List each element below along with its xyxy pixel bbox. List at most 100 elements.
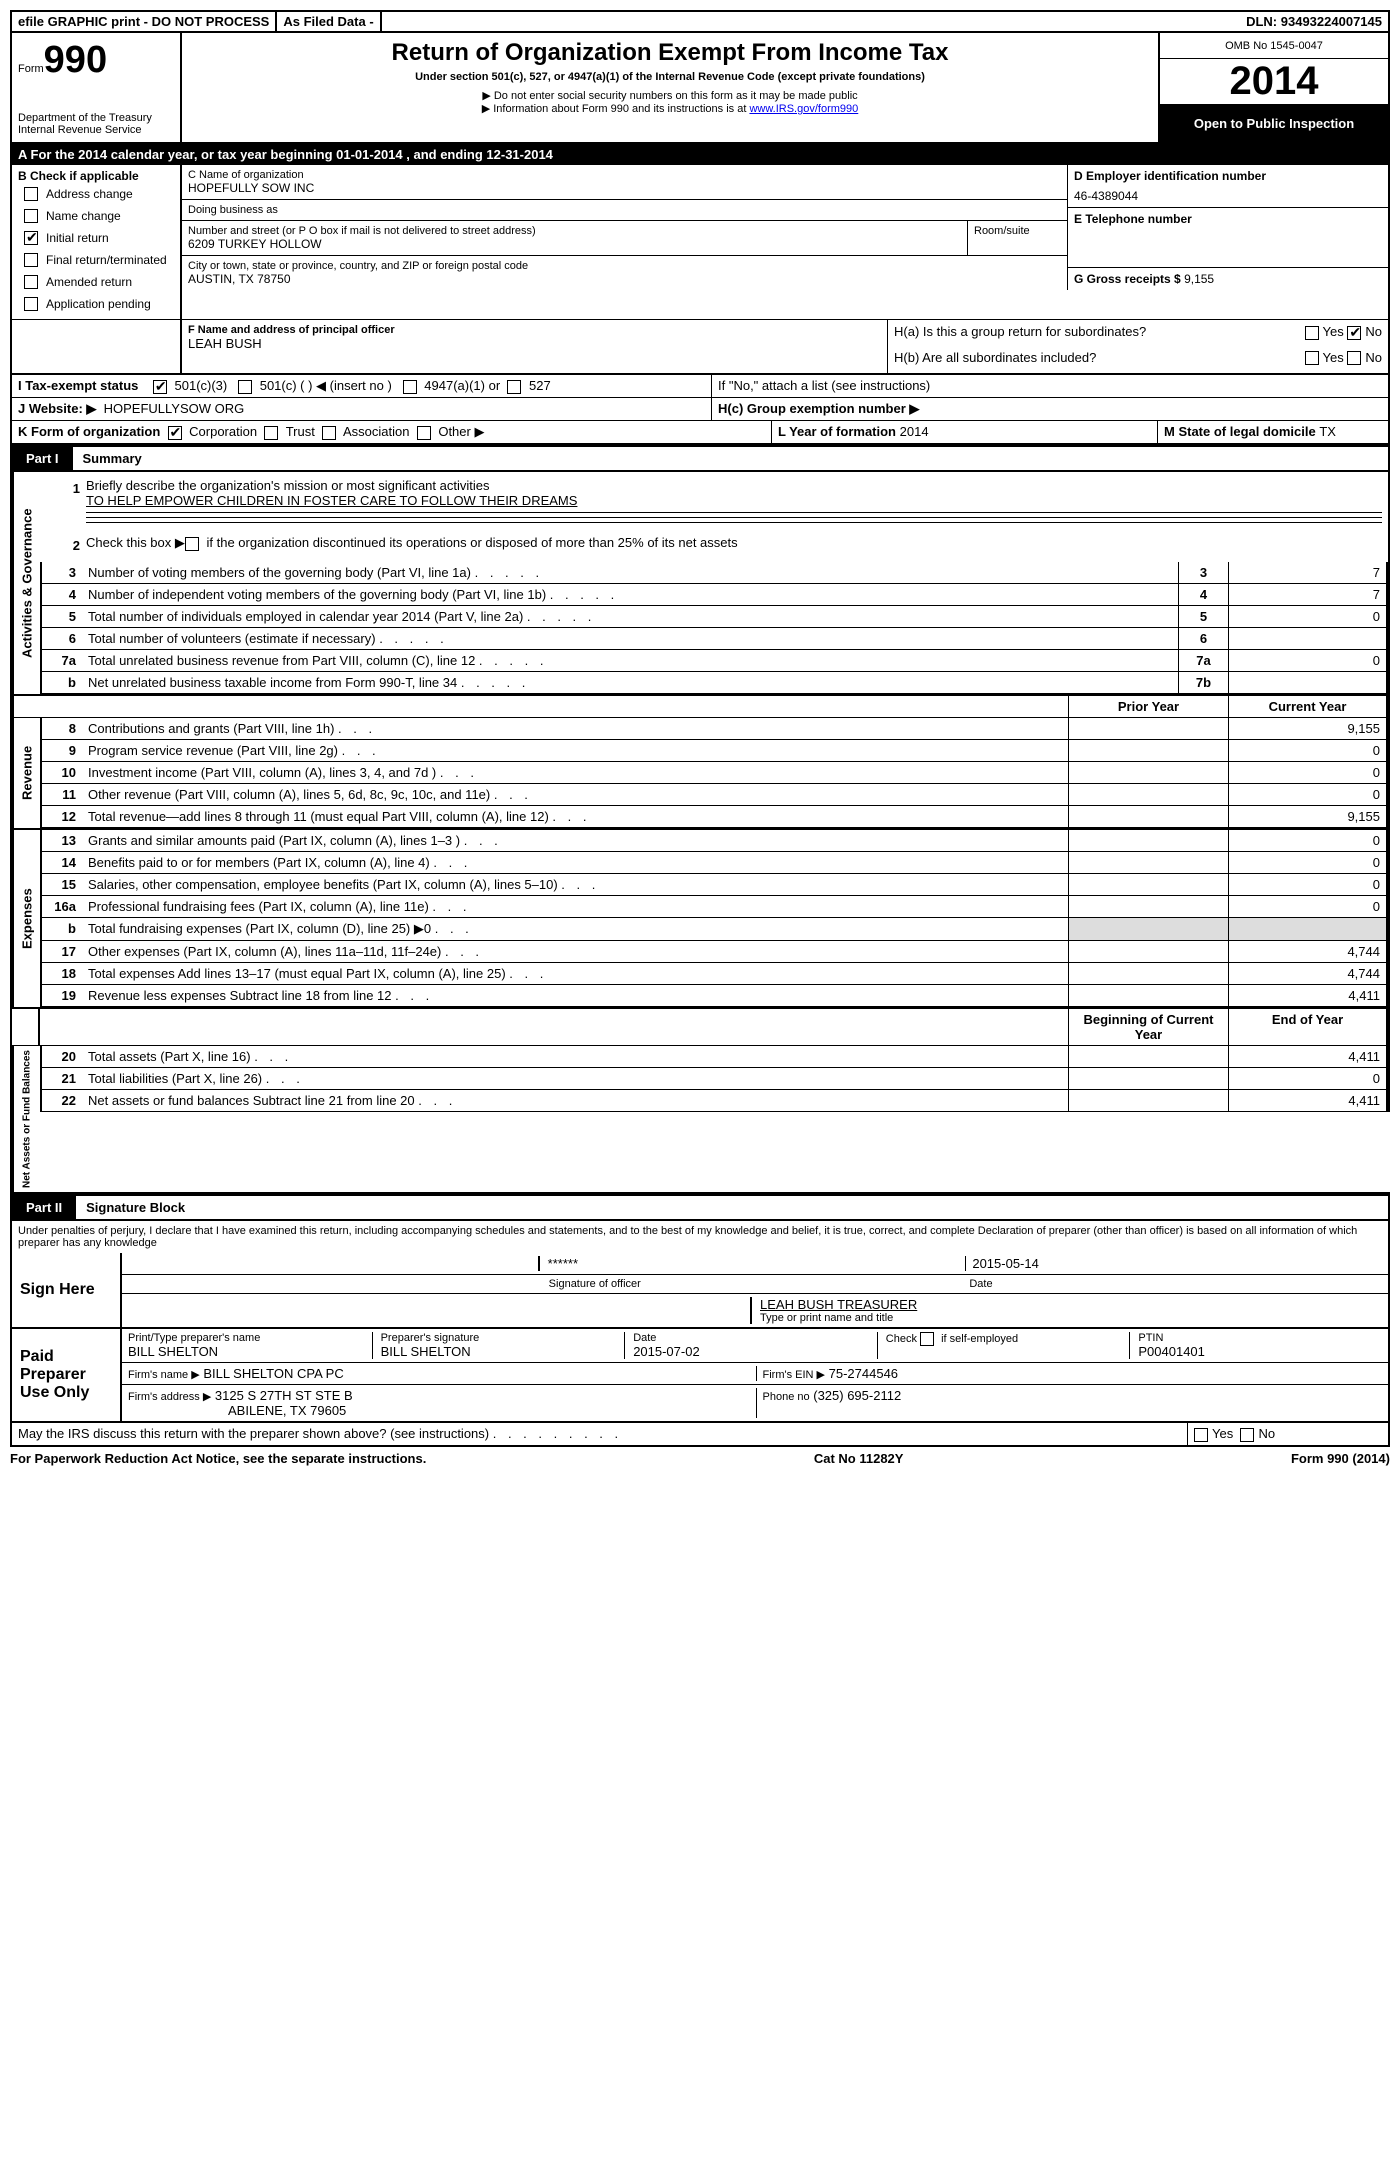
section-a: A For the 2014 calendar year, or tax yea… <box>10 144 1390 165</box>
form-number: 990 <box>44 39 107 81</box>
section-deg: D Employer identification number 46-4389… <box>1068 165 1388 319</box>
website: HOPEFULLYSOW ORG <box>104 401 245 416</box>
check-b-box[interactable] <box>24 275 38 289</box>
part2-header: Part II Signature Block <box>10 1194 1390 1221</box>
summary-row: 19 Revenue less expenses Subtract line 1… <box>40 985 1390 1007</box>
signer-name: LEAH BUSH TREASURER <box>760 1297 1382 1312</box>
hb-no-checkbox[interactable] <box>1347 351 1361 365</box>
summary-row: 11 Other revenue (Part VIII, column (A),… <box>40 784 1390 806</box>
trust-checkbox[interactable] <box>264 426 278 440</box>
header-right: OMB No 1545-0047 2014 Open to Public Ins… <box>1158 33 1388 142</box>
tax-year: 2014 <box>1160 59 1388 105</box>
expenses-section: Expenses 13 Grants and similar amounts p… <box>10 828 1390 1007</box>
exp-vlabel: Expenses <box>12 830 40 1007</box>
note1: ▶ Do not enter social security numbers o… <box>194 89 1146 102</box>
form-subtitle: Under section 501(c), 527, or 4947(a)(1)… <box>194 71 1146 83</box>
section-i: I Tax-exempt status 501(c)(3) 501(c) ( )… <box>10 375 1390 398</box>
summary-row: 18 Total expenses Add lines 13–17 (must … <box>40 963 1390 985</box>
preparer-block: Paid Preparer Use Only Print/Type prepar… <box>10 1329 1390 1423</box>
street: 6209 TURKEY HOLLOW <box>188 237 961 251</box>
assoc-checkbox[interactable] <box>322 426 336 440</box>
governance-section: Activities & Governance 1 Briefly descri… <box>10 472 1390 694</box>
efile-label: efile GRAPHIC print - DO NOT PROCESS <box>12 12 277 31</box>
sign-block: Sign Here ****** 2015-05-14 Signature of… <box>10 1253 1390 1329</box>
check-b-item: Address change <box>24 187 168 201</box>
ha-no-checkbox[interactable] <box>1347 326 1361 340</box>
summary-row: 4 Number of independent voting members o… <box>40 584 1390 606</box>
top-bar: efile GRAPHIC print - DO NOT PROCESS As … <box>10 10 1390 33</box>
officer-name: LEAH BUSH <box>188 336 881 351</box>
corp-checkbox[interactable] <box>168 426 182 440</box>
irs-link[interactable]: www.IRS.gov/form990 <box>749 103 858 115</box>
section-c: C Name of organization HOPEFULLY SOW INC… <box>182 165 1068 319</box>
501c-checkbox[interactable] <box>238 380 252 394</box>
check-b-box[interactable] <box>24 297 38 311</box>
summary-row: 17 Other expenses (Part IX, column (A), … <box>40 941 1390 963</box>
section-klm: K Form of organization Corporation Trust… <box>10 421 1390 445</box>
section-h: H(a) Is this a group return for subordin… <box>888 320 1388 373</box>
org-info-block: B Check if applicable Address changeName… <box>10 165 1390 375</box>
discuss-row: May the IRS discuss this return with the… <box>10 1423 1390 1447</box>
dln: DLN: 93493224007145 <box>1240 12 1388 31</box>
declaration: Under penalties of perjury, I declare th… <box>10 1221 1390 1253</box>
city: AUSTIN, TX 78750 <box>188 272 1061 286</box>
open-label: Open to Public Inspection <box>1160 105 1388 142</box>
section-f: F Name and address of principal officer … <box>182 320 888 373</box>
self-employed-checkbox[interactable] <box>920 1332 934 1346</box>
summary-row: 14 Benefits paid to or for members (Part… <box>40 852 1390 874</box>
other-checkbox[interactable] <box>417 426 431 440</box>
summary-row: 6 Total number of volunteers (estimate i… <box>40 628 1390 650</box>
part1-header: Part I Summary <box>10 445 1390 472</box>
gross-receipts: 9,155 <box>1184 272 1214 286</box>
form-header: Form990 Department of the Treasury Inter… <box>10 33 1390 144</box>
check-b-item: Name change <box>24 209 168 223</box>
summary-row: 20 Total assets (Part X, line 16) . . . … <box>40 1046 1390 1068</box>
summary-row: 16a Professional fundraising fees (Part … <box>40 896 1390 918</box>
asfiled-label: As Filed Data - <box>277 12 381 31</box>
ein: 46-4389044 <box>1074 189 1382 203</box>
section-j: J Website: ▶ HOPEFULLYSOW ORG H(c) Group… <box>10 398 1390 421</box>
rev-vlabel: Revenue <box>12 718 40 828</box>
header-center: Return of Organization Exempt From Incom… <box>182 33 1158 142</box>
check-b-item: Amended return <box>24 275 168 289</box>
check-b-item: Final return/terminated <box>24 253 168 267</box>
omb: OMB No 1545-0047 <box>1160 33 1388 59</box>
check-b-box[interactable] <box>24 187 38 201</box>
net-vlabel: Net Assets or Fund Balances <box>12 1046 40 1192</box>
summary-row: 21 Total liabilities (Part X, line 26) .… <box>40 1068 1390 1090</box>
mission: TO HELP EMPOWER CHILDREN IN FOSTER CARE … <box>86 493 1382 508</box>
501c3-checkbox[interactable] <box>153 380 167 394</box>
527-checkbox[interactable] <box>507 380 521 394</box>
section-b: B Check if applicable Address changeName… <box>12 165 182 319</box>
summary-row: 9 Program service revenue (Part VIII, li… <box>40 740 1390 762</box>
check-b-item: Initial return <box>24 231 168 245</box>
4947-checkbox[interactable] <box>403 380 417 394</box>
summary-row: b Total fundraising expenses (Part IX, c… <box>40 918 1390 941</box>
summary-row: 7a Total unrelated business revenue from… <box>40 650 1390 672</box>
discontinued-checkbox[interactable] <box>185 537 199 551</box>
dept-label: Department of the Treasury <box>18 112 174 124</box>
note2: ▶ Information about Form 990 and its ins… <box>194 102 1146 115</box>
discuss-no-checkbox[interactable] <box>1240 1428 1254 1442</box>
footer: For Paperwork Reduction Act Notice, see … <box>10 1447 1390 1470</box>
summary-row: b Net unrelated business taxable income … <box>40 672 1390 694</box>
ha-yes-checkbox[interactable] <box>1305 326 1319 340</box>
form-title: Return of Organization Exempt From Incom… <box>194 39 1146 67</box>
netassets-section: Net Assets or Fund Balances 20 Total ass… <box>10 1046 1390 1194</box>
summary-row: 12 Total revenue—add lines 8 through 11 … <box>40 806 1390 828</box>
revenue-section: Revenue 8 Contributions and grants (Part… <box>10 718 1390 828</box>
check-b-box[interactable] <box>24 209 38 223</box>
summary-row: 22 Net assets or fund balances Subtract … <box>40 1090 1390 1112</box>
discuss-yes-checkbox[interactable] <box>1194 1428 1208 1442</box>
gov-vlabel: Activities & Governance <box>12 472 40 694</box>
summary-row: 13 Grants and similar amounts paid (Part… <box>40 830 1390 852</box>
check-b-box[interactable] <box>24 253 38 267</box>
summary-row: 5 Total number of individuals employed i… <box>40 606 1390 628</box>
summary-row: 15 Salaries, other compensation, employe… <box>40 874 1390 896</box>
hb-yes-checkbox[interactable] <box>1305 351 1319 365</box>
summary-row: 3 Number of voting members of the govern… <box>40 562 1390 584</box>
header-left: Form990 Department of the Treasury Inter… <box>12 33 182 142</box>
check-b-box[interactable] <box>24 231 38 245</box>
summary-row: 10 Investment income (Part VIII, column … <box>40 762 1390 784</box>
summary-row: 8 Contributions and grants (Part VIII, l… <box>40 718 1390 740</box>
